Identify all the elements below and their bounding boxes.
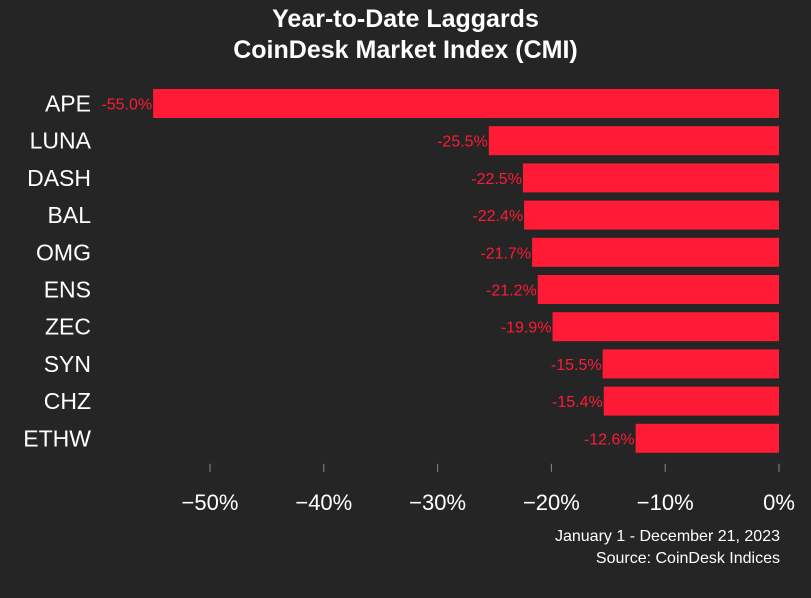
x-tick-label: 0%: [763, 490, 795, 515]
date-range-note: January 1 - December 21, 2023: [554, 528, 780, 545]
category-label-bal: BAL: [48, 202, 92, 228]
bar-zec: [552, 312, 779, 342]
category-label-omg: OMG: [36, 239, 91, 265]
category-label-ens: ENS: [44, 277, 91, 303]
value-label-syn: -15.5%: [551, 357, 602, 374]
bar-dash: [522, 163, 779, 193]
category-label-chz: CHZ: [44, 388, 91, 414]
value-label-dash: -22.5%: [471, 171, 522, 188]
bar-ens: [537, 275, 779, 304]
bar-luna: [488, 126, 779, 156]
category-label-ethw: ETHW: [23, 425, 91, 451]
value-label-ethw: -12.6%: [584, 431, 635, 448]
value-label-ape: -55.0%: [101, 97, 152, 114]
x-tick-label: −40%: [295, 490, 352, 515]
value-label-luna: -25.5%: [437, 134, 488, 151]
bar-chz: [603, 386, 779, 416]
bar-bal: [524, 200, 779, 230]
category-label-syn: SYN: [44, 351, 91, 377]
chart-title-block: Year-to-Date Laggards CoinDesk Market In…: [0, 4, 811, 66]
category-label-dash: DASH: [27, 165, 91, 191]
value-label-zec: -19.9%: [501, 320, 552, 337]
value-label-omg: -21.7%: [480, 245, 531, 262]
source-note: Source: CoinDesk Indices: [595, 550, 780, 567]
chart-title: Year-to-Date Laggards: [272, 5, 539, 33]
x-tick-label: −30%: [409, 490, 466, 515]
x-tick-label: −50%: [182, 490, 239, 515]
bar-omg: [532, 237, 779, 267]
bar-syn: [602, 349, 779, 379]
x-tick-label: −20%: [523, 490, 580, 515]
chart-footer: January 1 - December 21, 2023 Source: Co…: [555, 526, 780, 570]
category-label-luna: LUNA: [30, 128, 92, 154]
chart-subtitle: CoinDesk Market Index (CMI): [233, 36, 578, 64]
category-label-zec: ZEC: [45, 314, 91, 340]
bar-ethw: [635, 423, 779, 453]
bar-ape: [153, 89, 780, 118]
x-tick-label: −10%: [637, 490, 694, 515]
value-label-bal: -22.4%: [472, 208, 523, 225]
value-label-ens: -21.2%: [486, 283, 537, 300]
category-label-ape: APE: [45, 91, 91, 117]
value-label-chz: -15.4%: [552, 394, 603, 411]
